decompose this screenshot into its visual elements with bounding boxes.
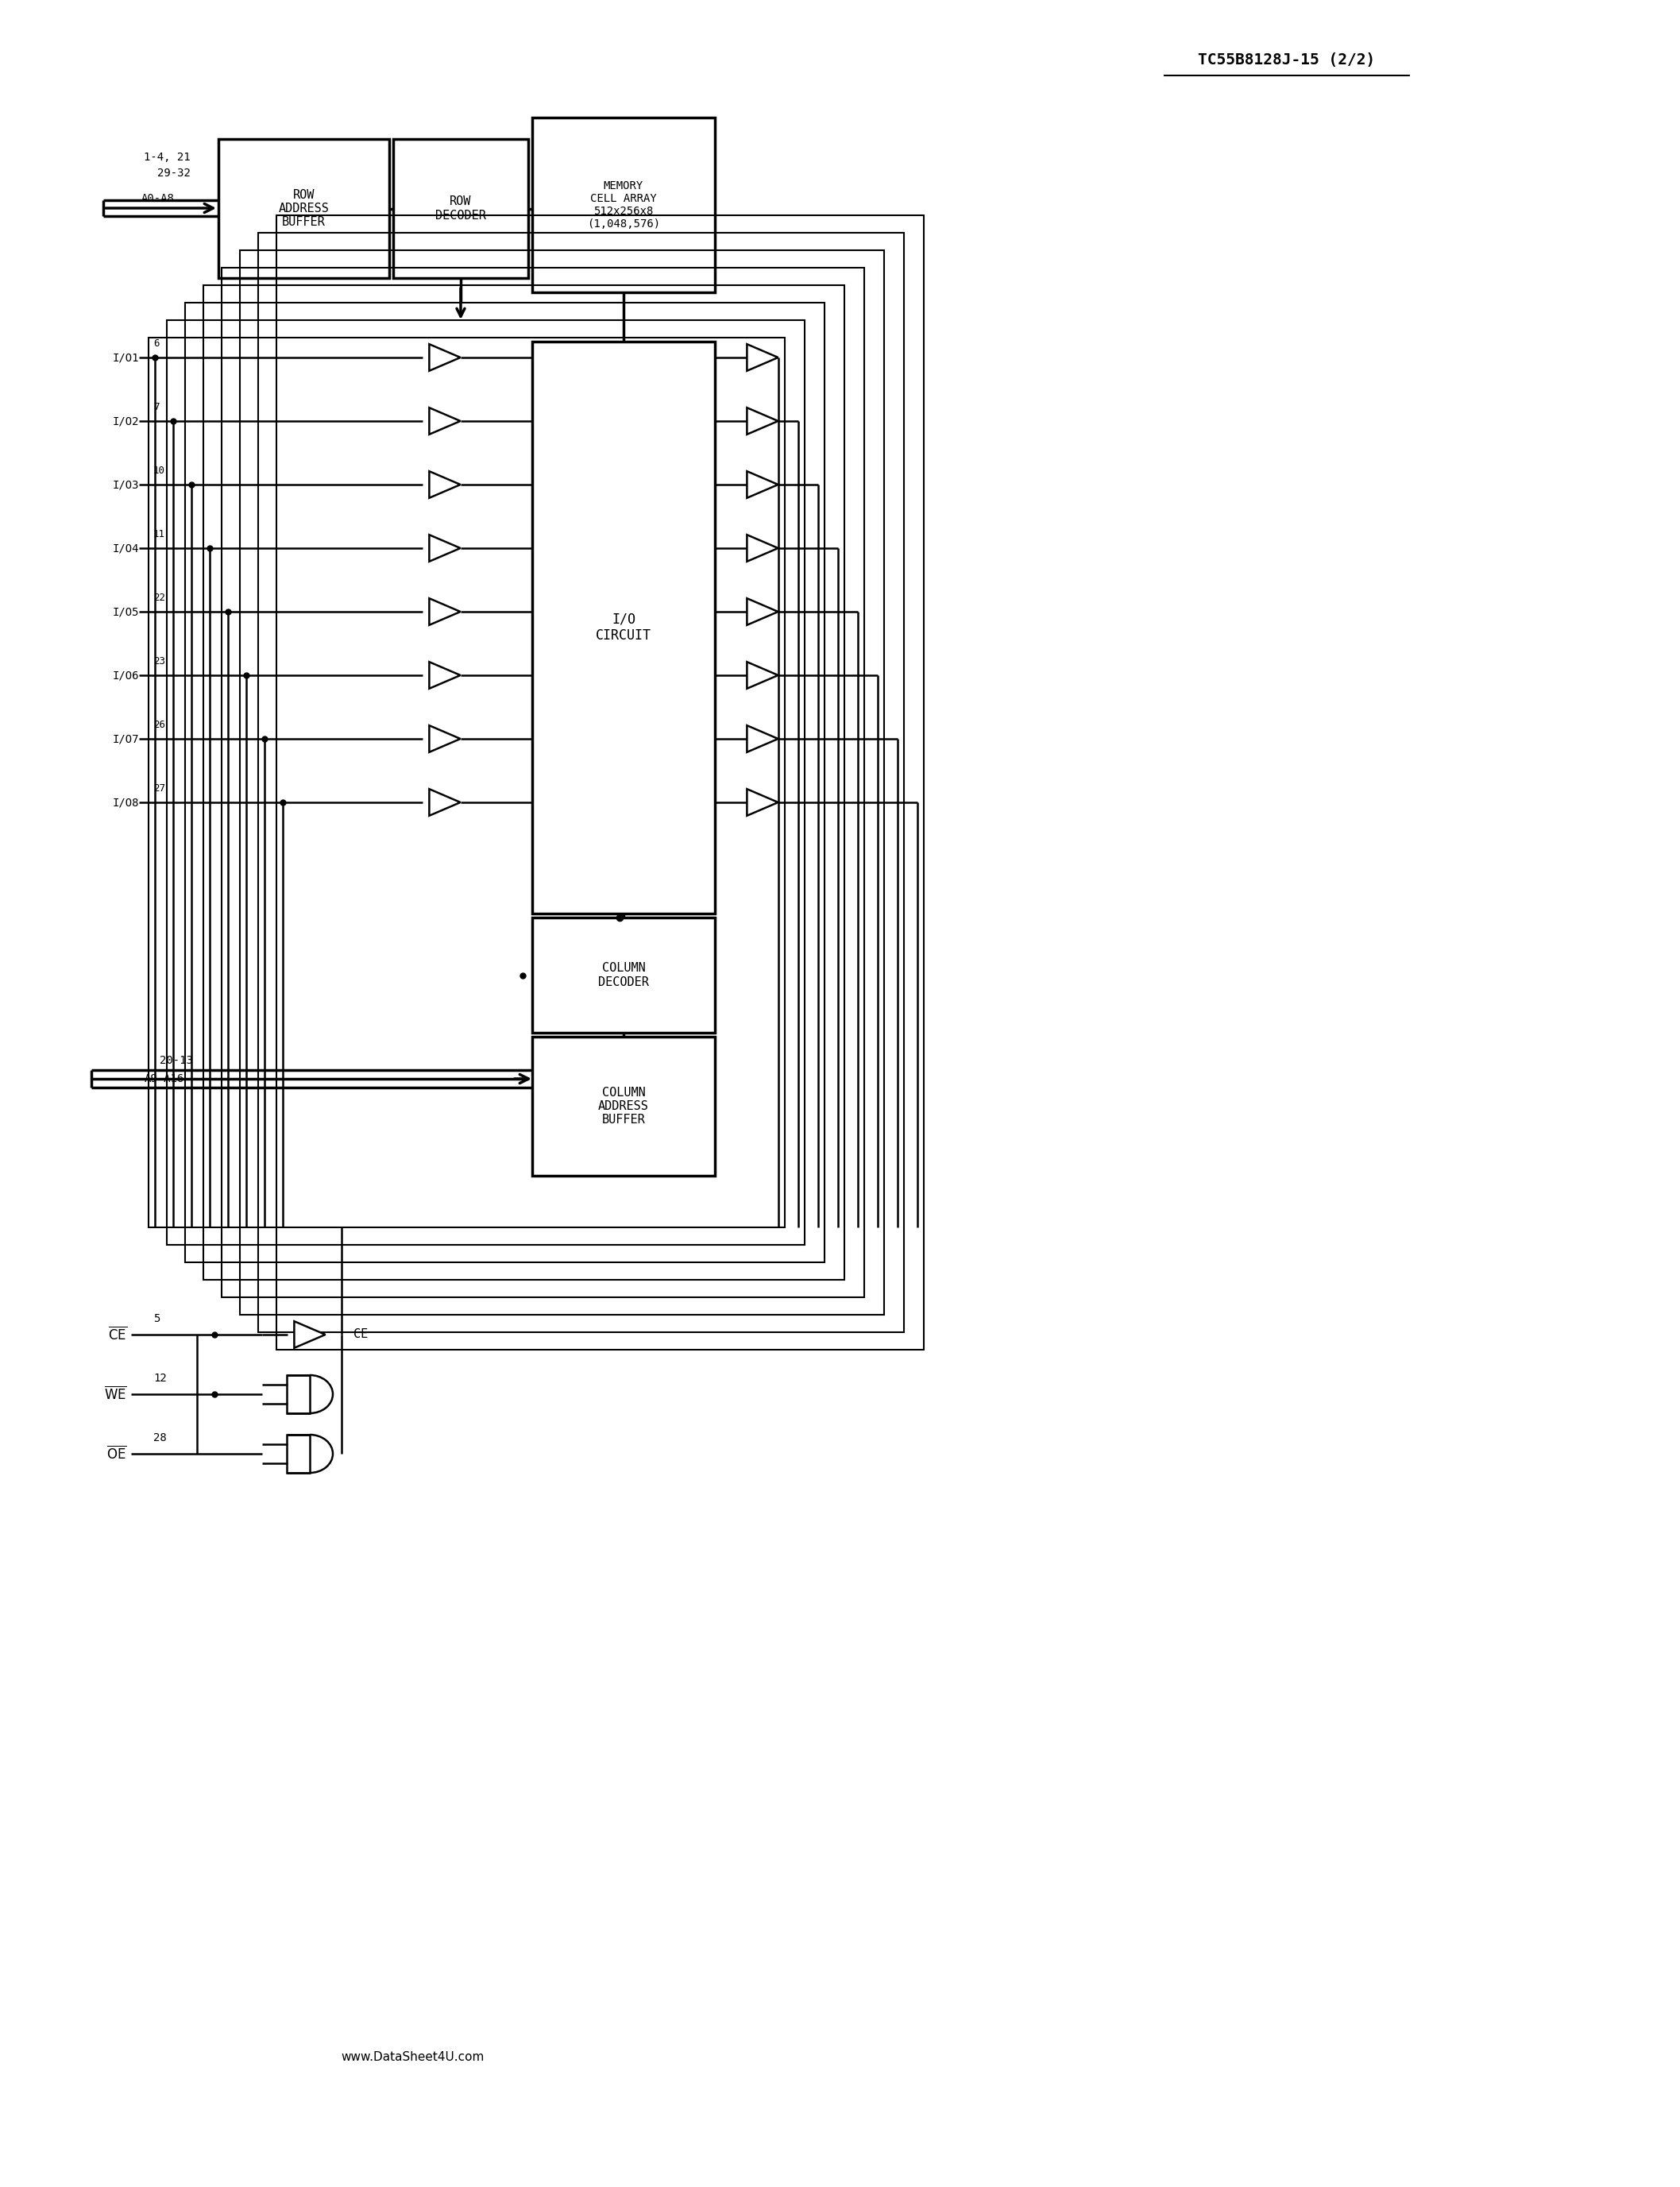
Text: 26: 26 (153, 720, 165, 730)
Text: 27: 27 (153, 783, 165, 794)
Bar (203, 284, 845, 1279)
Polygon shape (748, 726, 778, 752)
Text: www.DataSheet4U.com: www.DataSheet4U.com (341, 2051, 486, 2065)
Bar (533, 341, 716, 914)
Bar (240, 249, 884, 1314)
Bar (185, 302, 825, 1262)
Text: 10: 10 (153, 466, 165, 475)
Text: 1-4, 21: 1-4, 21 (144, 151, 190, 162)
Polygon shape (748, 536, 778, 562)
Polygon shape (430, 790, 460, 816)
Polygon shape (748, 343, 778, 372)
Polygon shape (748, 407, 778, 435)
Polygon shape (430, 470, 460, 499)
Text: I/O8: I/O8 (113, 796, 139, 807)
Text: A9-A16: A9-A16 (144, 1074, 185, 1085)
Text: I/O4: I/O4 (113, 542, 139, 553)
Text: I/O2: I/O2 (113, 416, 139, 426)
Polygon shape (748, 470, 778, 499)
Bar (259, 232, 904, 1332)
Bar (277, 214, 924, 1349)
Text: 7: 7 (153, 402, 160, 411)
Text: 20-13: 20-13 (160, 1054, 193, 1065)
Text: COLUMN
ADDRESS
BUFFER: COLUMN ADDRESS BUFFER (598, 1087, 648, 1126)
Text: 12: 12 (153, 1373, 166, 1384)
Polygon shape (294, 1321, 326, 1347)
Polygon shape (430, 663, 460, 689)
Text: 29-32: 29-32 (158, 168, 190, 179)
Bar (222, 267, 864, 1297)
Text: $\overline{\mathrm{WE}}$: $\overline{\mathrm{WE}}$ (104, 1387, 128, 1402)
Text: COLUMN
DECODER: COLUMN DECODER (598, 962, 648, 989)
Text: 22: 22 (153, 593, 165, 604)
Bar (287, 1376, 309, 1413)
Text: CE: CE (353, 1330, 368, 1341)
Bar (166, 319, 805, 1244)
Bar (287, 1435, 309, 1472)
Bar (393, 140, 528, 278)
Polygon shape (748, 790, 778, 816)
Text: I/O1: I/O1 (113, 352, 139, 363)
Text: 28: 28 (153, 1432, 166, 1443)
Bar (218, 140, 390, 278)
Polygon shape (430, 343, 460, 372)
Text: ROW
ADDRESS
BUFFER: ROW ADDRESS BUFFER (279, 188, 329, 227)
Text: I/O3: I/O3 (113, 479, 139, 490)
Text: ROW
DECODER: ROW DECODER (435, 195, 486, 221)
Polygon shape (748, 599, 778, 625)
Bar (533, 1037, 716, 1177)
Text: $\overline{\mathrm{OE}}$: $\overline{\mathrm{OE}}$ (108, 1446, 128, 1463)
Text: I/O7: I/O7 (113, 733, 139, 744)
Text: 23: 23 (153, 656, 165, 667)
Text: 6: 6 (153, 339, 160, 348)
Text: MEMORY
CELL ARRAY
512x256x8
(1,048,576): MEMORY CELL ARRAY 512x256x8 (1,048,576) (586, 179, 660, 230)
Bar (533, 118, 716, 293)
Polygon shape (430, 536, 460, 562)
Text: TC55B8128J-15 (2/2): TC55B8128J-15 (2/2) (1198, 52, 1376, 68)
Polygon shape (430, 599, 460, 625)
Polygon shape (430, 726, 460, 752)
Text: I/O6: I/O6 (113, 669, 139, 680)
Polygon shape (430, 407, 460, 435)
Text: 11: 11 (153, 529, 165, 538)
Text: 5: 5 (153, 1312, 160, 1325)
Polygon shape (748, 663, 778, 689)
Bar (533, 919, 716, 1032)
Bar (148, 337, 785, 1227)
Text: I/O5: I/O5 (113, 606, 139, 617)
Text: $\overline{\mathrm{CE}}$: $\overline{\mathrm{CE}}$ (108, 1325, 128, 1343)
Text: A0-A8: A0-A8 (141, 192, 175, 203)
Text: I/O
CIRCUIT: I/O CIRCUIT (596, 612, 652, 643)
